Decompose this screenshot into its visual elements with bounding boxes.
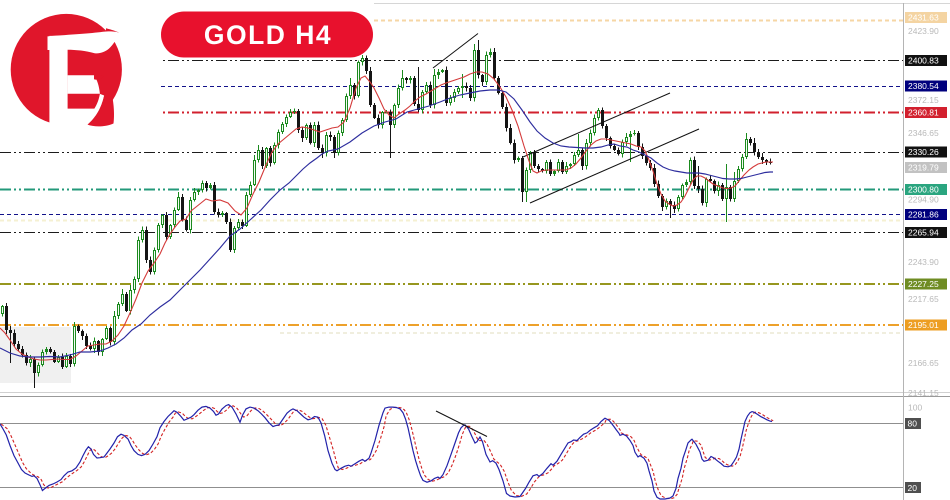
svg-text:2141.15: 2141.15 — [908, 388, 939, 398]
svg-text:2330.26: 2330.26 — [908, 147, 939, 157]
svg-text:2372.15: 2372.15 — [908, 95, 939, 105]
svg-text:20: 20 — [908, 483, 918, 493]
svg-text:2400.83: 2400.83 — [908, 56, 939, 66]
svg-text:2380.54: 2380.54 — [908, 81, 939, 91]
svg-text:2281.86: 2281.86 — [908, 210, 939, 220]
svg-text:2319.79: 2319.79 — [908, 163, 939, 173]
svg-text:2423.90: 2423.90 — [908, 26, 939, 36]
svg-text:2265.94: 2265.94 — [908, 228, 939, 238]
svg-text:2166.65: 2166.65 — [908, 358, 939, 368]
svg-text:2243.90: 2243.90 — [908, 257, 939, 267]
svg-text:2360.81: 2360.81 — [908, 108, 939, 118]
svg-text:2195.01: 2195.01 — [908, 320, 939, 330]
svg-text:80: 80 — [908, 419, 918, 429]
svg-text:100: 100 — [908, 403, 922, 413]
svg-text:2294.90: 2294.90 — [908, 195, 939, 205]
svg-text:2217.65: 2217.65 — [908, 294, 939, 304]
svg-text:2227.25: 2227.25 — [908, 279, 939, 289]
svg-text:GOLD H4: GOLD H4 — [204, 20, 332, 50]
svg-text:2300.80: 2300.80 — [908, 185, 939, 195]
svg-text:2431.63: 2431.63 — [908, 13, 939, 23]
svg-text:2346.65: 2346.65 — [908, 128, 939, 138]
